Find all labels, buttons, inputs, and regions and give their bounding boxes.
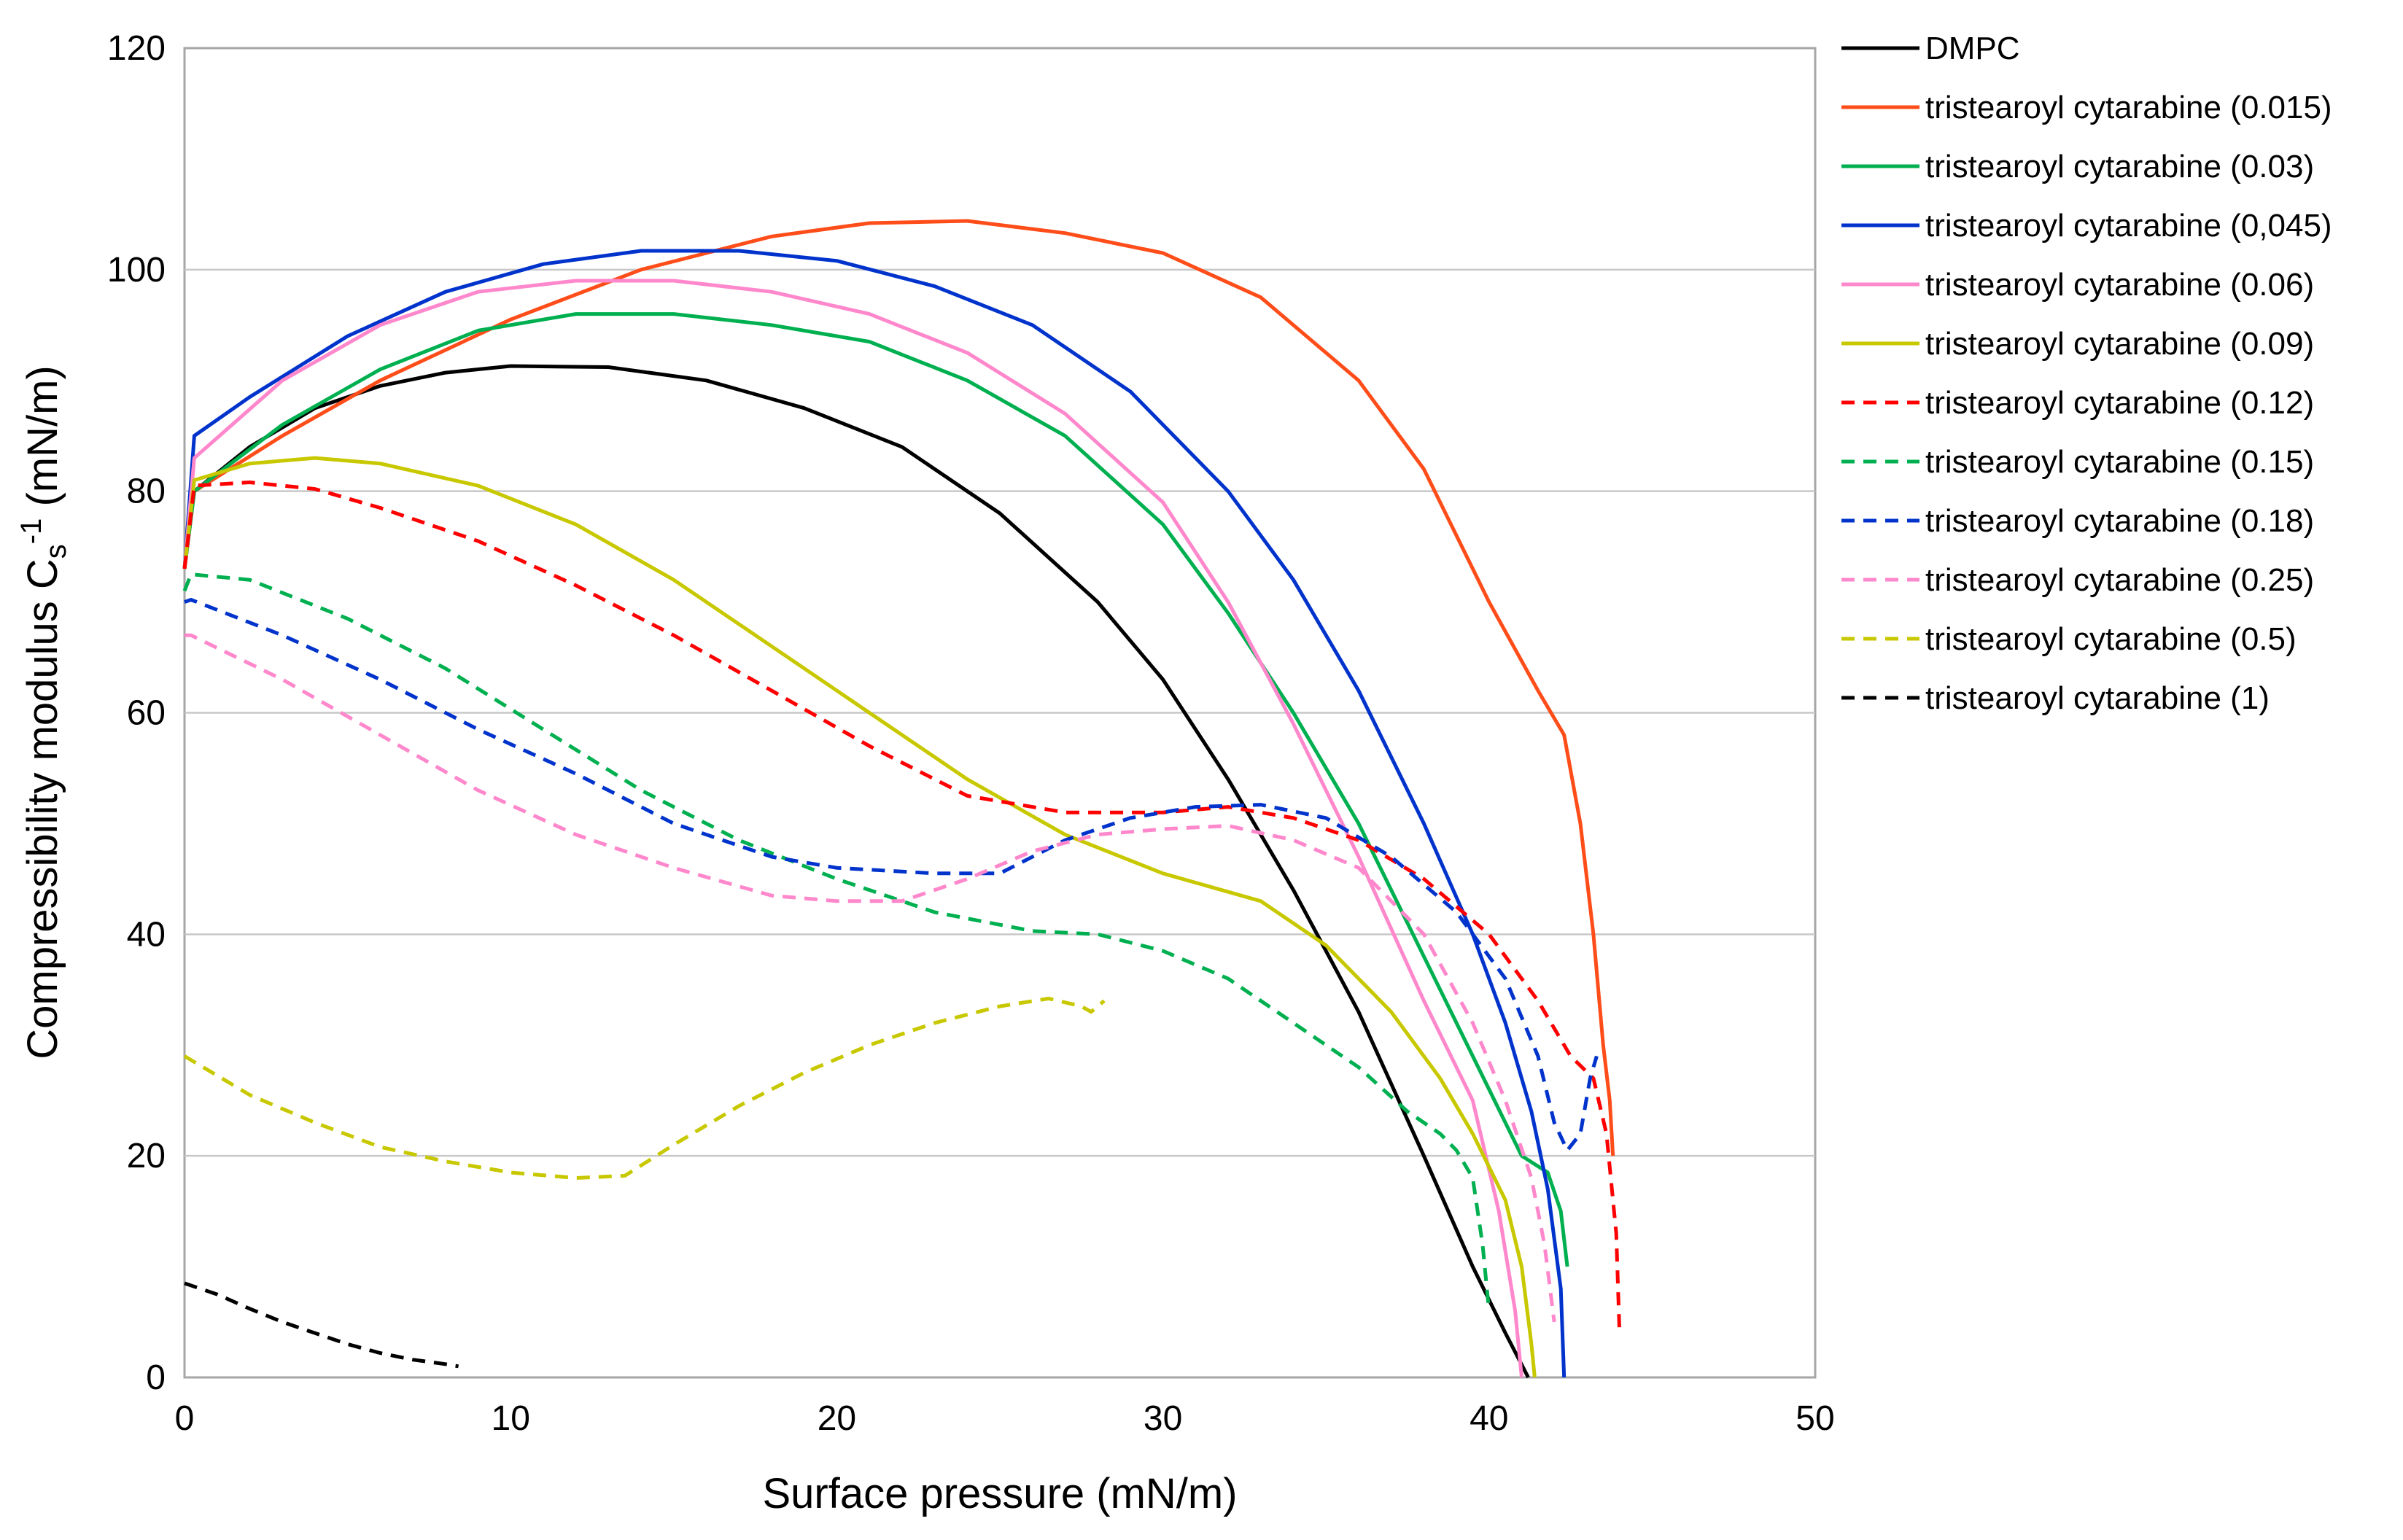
x-tick-label: 0 xyxy=(175,1399,195,1438)
legend-label: tristearoyl cytarabine (0,045) xyxy=(1925,208,2332,244)
legend-label: tristearoyl cytarabine (0.18) xyxy=(1925,503,2314,539)
y-tick-label: 20 xyxy=(127,1137,166,1175)
series-line xyxy=(182,219,1615,1156)
gridlines xyxy=(185,268,1815,1157)
y-axis-title-main: Compressibility modulus C xyxy=(19,559,66,1059)
legend-label: tristearoyl cytarabine (0.25) xyxy=(1925,562,2314,598)
y-axis-title-subscript: s xyxy=(40,544,72,559)
x-tick-label: 50 xyxy=(1796,1399,1834,1438)
legend-label: tristearoyl cytarabine (0.09) xyxy=(1925,326,2314,362)
y-tick-label: 80 xyxy=(127,472,166,511)
y-axis-title-superscript: -1 xyxy=(15,518,47,545)
tick-labels: 0 20 40 60 80 100 120 0 10 20 30 40 50 xyxy=(107,29,1835,1438)
legend-label: tristearoyl cytarabine (0.03) xyxy=(1925,149,2314,184)
legend-label: DMPC xyxy=(1925,31,2020,66)
series-line xyxy=(185,633,1556,1323)
series-line xyxy=(183,996,1106,1180)
series-line xyxy=(184,598,1599,1153)
legend-label: tristearoyl cytarabine (0.12) xyxy=(1925,385,2314,421)
series-lines xyxy=(182,219,1622,1379)
x-tick-label: 40 xyxy=(1470,1399,1508,1438)
legend-label: tristearoyl cytarabine (0.5) xyxy=(1925,621,2297,657)
y-tick-label: 60 xyxy=(127,694,166,733)
x-axis-title: Surface pressure (mN/m) xyxy=(762,1470,1237,1517)
legend: DMPC tristearoyl cytarabine (0.015) triste… xyxy=(1841,31,2332,716)
series-line xyxy=(182,481,1622,1334)
legend-label: tristearoyl cytarabine (0.15) xyxy=(1925,444,2314,480)
y-tick-label: 100 xyxy=(107,251,166,289)
series-line xyxy=(182,312,1569,1267)
x-tick-label: 30 xyxy=(1144,1399,1182,1438)
series-line xyxy=(182,249,1567,1378)
y-tick-label: 0 xyxy=(146,1358,166,1397)
series-line xyxy=(184,1281,459,1369)
y-axis-title: Compressibility modulus Cs-1 (mN/m) xyxy=(15,365,72,1059)
x-tick-label: 20 xyxy=(818,1399,856,1438)
legend-label: tristearoyl cytarabine (0.06) xyxy=(1925,267,2314,303)
legend-label: tristearoyl cytarabine (0.015) xyxy=(1925,90,2332,125)
y-tick-label: 120 xyxy=(107,29,166,68)
legend-label: tristearoyl cytarabine (1) xyxy=(1925,680,2270,716)
series-line xyxy=(182,456,1537,1378)
series-line xyxy=(182,572,1491,1312)
x-tick-label: 10 xyxy=(492,1399,530,1438)
y-axis-title-unit: (mN/m) xyxy=(19,365,66,518)
series-line xyxy=(182,279,1523,1378)
y-tick-label: 40 xyxy=(127,915,166,954)
